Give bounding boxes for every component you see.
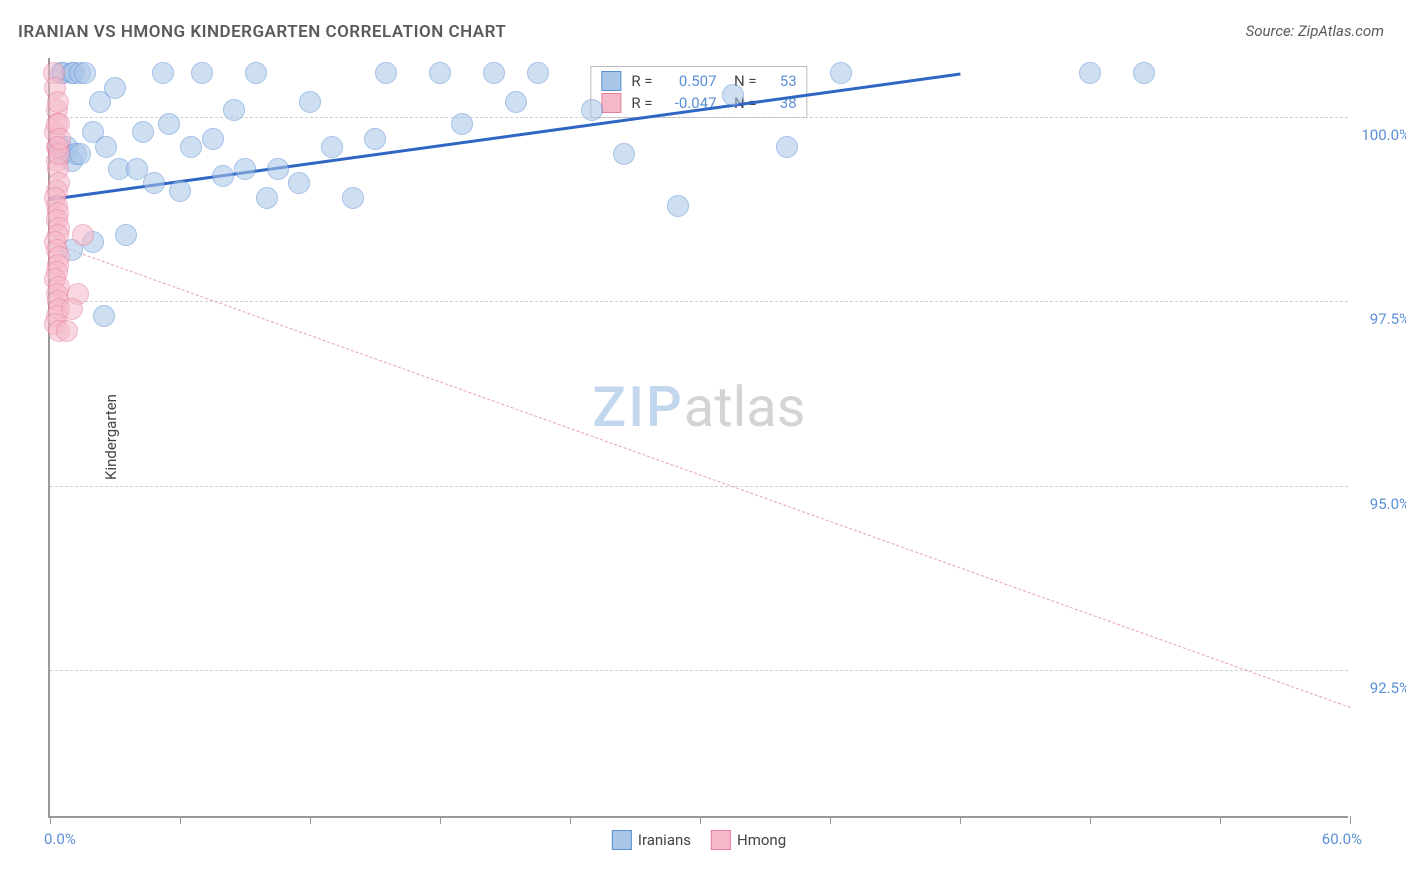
gridline [50,117,1348,118]
data-point [95,136,117,158]
series-legend: Iranians Hmong [612,830,786,850]
data-point [202,128,224,150]
data-point [104,77,126,99]
data-point [667,195,689,217]
gridline [50,301,1348,302]
data-point [1079,62,1101,84]
data-point [74,62,96,84]
y-axis-label: Kindergarten [102,394,120,480]
data-point [223,99,245,121]
x-tick [700,816,701,824]
data-point [429,62,451,84]
source-label: Source: ZipAtlas.com [1246,22,1384,40]
chart-container: IRANIAN VS HMONG KINDERGARTEN CORRELATIO… [0,0,1406,892]
x-min-label: 0.0% [44,830,76,848]
x-tick [440,816,441,824]
data-point [152,62,174,84]
data-point [527,62,549,84]
y-tick-label: 100.0% [1361,126,1406,144]
legend-series-label: Iranians [638,831,691,849]
x-tick [1350,816,1351,824]
legend-r-label: R = [631,94,652,112]
data-point [830,62,852,84]
data-point [69,143,91,165]
data-point [505,91,527,113]
data-point [191,62,213,84]
watermark-atlas: atlas [684,374,806,440]
chart-title: IRANIAN VS HMONG KINDERGARTEN CORRELATIO… [18,22,506,42]
x-tick [960,816,961,824]
data-point [256,187,278,209]
data-point [776,136,798,158]
data-point [267,158,289,180]
legend-row: R =0.507 N =53 [601,71,796,91]
x-tick [1090,816,1091,824]
legend-series-label: Hmong [737,831,786,849]
x-tick [1220,816,1221,824]
legend-item: Hmong [711,830,786,850]
legend-swatch [711,830,731,850]
data-point [212,165,234,187]
watermark-zip: ZIP [592,374,683,440]
watermark: ZIPatlas [592,374,805,440]
data-point [169,180,191,202]
data-point [613,143,635,165]
data-point [483,62,505,84]
legend-item: Iranians [612,830,691,850]
legend-swatch [612,830,632,850]
data-point [132,121,154,143]
data-point [158,113,180,135]
y-tick-label: 92.5% [1370,679,1406,697]
legend-r-value: 0.507 [663,72,717,90]
x-max-label: 60.0% [1322,830,1362,848]
data-point [72,224,94,246]
data-point [364,128,386,150]
data-point [93,305,115,327]
data-point [581,99,603,121]
gridline [50,670,1348,671]
data-point [143,172,165,194]
legend-swatch [601,71,621,91]
gridline [50,486,1348,487]
x-tick [570,816,571,824]
x-tick [310,816,311,824]
data-point [61,298,83,320]
data-point [451,113,473,135]
data-point [299,91,321,113]
y-tick-label: 95.0% [1370,495,1406,513]
data-point [722,84,744,106]
trend-line [50,242,1350,708]
x-tick [180,816,181,824]
data-point [321,136,343,158]
data-point [342,187,364,209]
data-point [375,62,397,84]
data-point [47,91,69,113]
plot-area: Kindergarten ZIPatlas R =0.507 N =53R =-… [48,58,1348,818]
x-tick [50,816,51,824]
data-point [234,158,256,180]
data-point [180,136,202,158]
data-point [1133,62,1155,84]
data-point [49,128,71,150]
legend-n-value: 53 [767,72,797,90]
data-point [245,62,267,84]
legend-r-label: R = [631,72,652,90]
y-tick-label: 97.5% [1370,310,1406,328]
x-tick [830,816,831,824]
legend-swatch [601,93,621,113]
data-point [288,172,310,194]
data-point [56,320,78,342]
data-point [115,224,137,246]
